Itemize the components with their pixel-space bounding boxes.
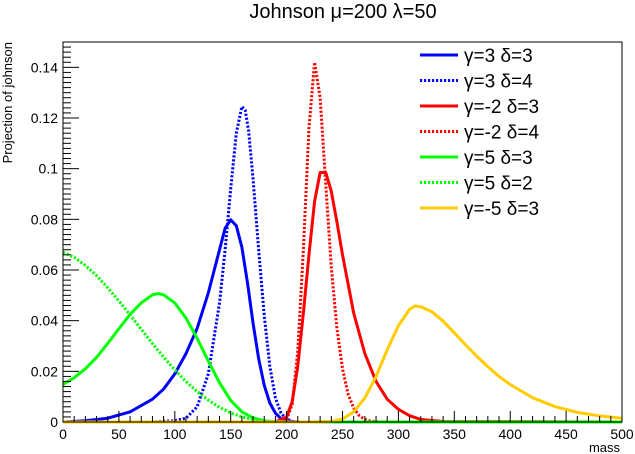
x-tick-label: 350: [443, 426, 467, 442]
y-tick-label: 0.08: [31, 211, 58, 227]
x-tick-label: 150: [219, 426, 243, 442]
x-tick-label: 50: [111, 426, 127, 442]
x-tick-label: 0: [59, 426, 67, 442]
chart-title: Johnson μ=200 λ=50: [249, 1, 436, 23]
y-tick-label: 0: [50, 414, 58, 430]
series-line-7: [63, 304, 623, 424]
series-line-2: [63, 105, 622, 424]
x-tick-label: 100: [163, 426, 187, 442]
legend-label-2: γ=3 δ=4: [464, 72, 533, 93]
y-axis-label: Projection of johnson: [0, 42, 15, 163]
legend-label-1: γ=3 δ=3: [464, 46, 533, 67]
x-axis: 0 50 100 150 200 250 300 350 400 450 500: [59, 411, 634, 442]
x-tick-label: 250: [331, 426, 355, 442]
x-tick-label: 500: [610, 426, 634, 442]
y-tick-label: 0.06: [31, 262, 58, 278]
x-tick-label: 200: [275, 426, 299, 442]
x-tick-label: 450: [554, 426, 578, 442]
series-line-6: [62, 250, 622, 424]
y-tick-label: 0.1: [39, 161, 59, 177]
y-axis: 0 0.02 0.04 0.06 0.08 0.1 0.12 0.14: [31, 41, 79, 430]
y-tick-label: 0.14: [31, 59, 58, 75]
y-tick-label: 0.12: [31, 110, 58, 126]
series-line-4: [63, 60, 622, 424]
legend-label-5: γ=5 δ=3: [464, 148, 533, 169]
x-tick-label: 300: [387, 426, 411, 442]
series-curves: [62, 60, 623, 424]
x-axis-label: mass: [589, 440, 621, 454]
series-line-1: [62, 218, 622, 424]
legend-label-3: γ=-2 δ=3: [464, 97, 539, 118]
y-tick-label: 0.04: [31, 313, 58, 329]
y-tick-label: 0.02: [31, 363, 58, 379]
legend-label-7: γ=-5 δ=3: [464, 199, 539, 220]
legend: γ=3 δ=3 γ=3 δ=4 γ=-2 δ=3 γ=-2 δ=4 γ=5 δ=3 γ=5…: [420, 46, 539, 220]
legend-label-4: γ=-2 δ=4: [464, 123, 539, 144]
legend-label-6: γ=5 δ=2: [464, 174, 533, 195]
x-tick-label: 400: [499, 426, 523, 442]
